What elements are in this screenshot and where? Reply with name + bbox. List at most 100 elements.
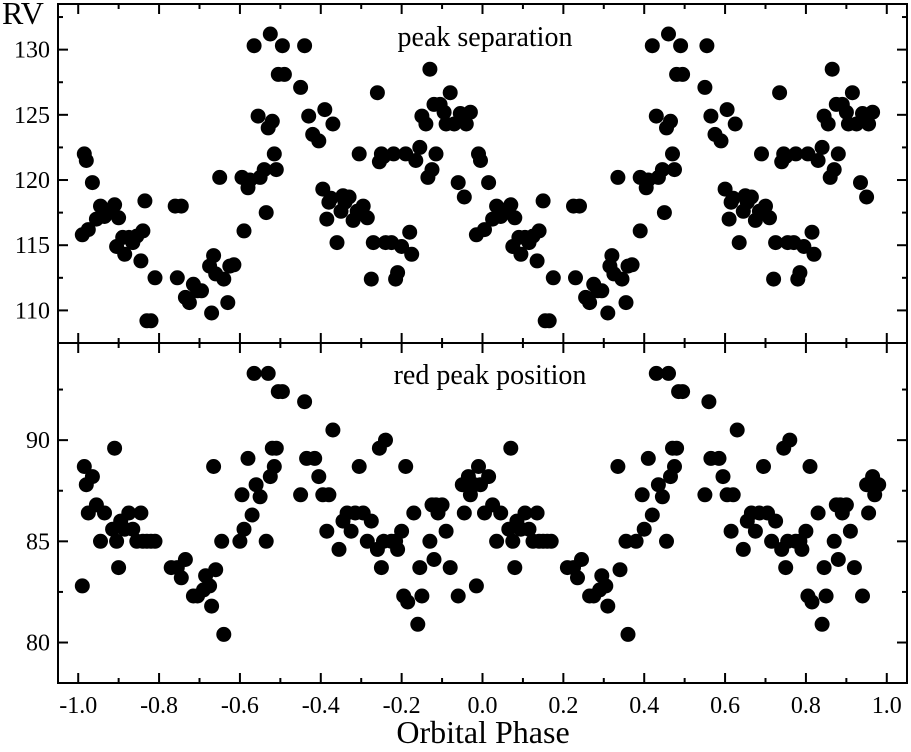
y-axis-label: RV	[2, 0, 44, 31]
data-point-bottom	[830, 552, 846, 567]
data-point-bottom	[794, 541, 810, 557]
data-point-bottom	[818, 588, 834, 604]
x-tick-label: 0.4	[629, 693, 659, 719]
data-point-top	[844, 85, 860, 101]
data-point-bottom	[481, 469, 497, 485]
data-point-top	[618, 295, 634, 311]
data-point-bottom	[778, 560, 794, 576]
data-point-top	[830, 146, 846, 162]
data-point-bottom	[634, 487, 650, 503]
data-point-bottom	[756, 459, 771, 474]
data-point-top	[572, 198, 587, 214]
data-point-top	[743, 189, 759, 205]
data-point-top	[323, 190, 339, 206]
data-point-top	[450, 175, 466, 191]
data-point-bottom	[422, 533, 438, 549]
data-point-bottom	[675, 384, 691, 400]
data-point-top	[458, 116, 474, 132]
data-point-bottom	[244, 507, 260, 523]
data-point-bottom	[654, 489, 670, 505]
data-point-top	[107, 197, 123, 213]
data-point-bottom	[838, 497, 854, 513]
data-point-bottom	[414, 588, 430, 604]
data-point-bottom	[412, 560, 428, 576]
data-point-bottom	[543, 533, 559, 549]
panel-peak-separation: peak separation 110 115 120 125 130	[14, 3, 908, 344]
data-point-top	[436, 104, 452, 120]
data-point-top	[266, 146, 282, 162]
data-point-bottom	[400, 594, 416, 610]
data-point-bottom	[177, 552, 193, 567]
data-point-top	[810, 153, 826, 168]
data-point-top	[329, 235, 345, 251]
data-point-top	[473, 153, 488, 168]
data-point-top	[246, 38, 262, 54]
data-point-top	[133, 253, 149, 269]
data-point-bottom	[93, 533, 108, 549]
data-point-bottom	[258, 533, 274, 549]
data-point-bottom	[260, 365, 276, 381]
data-point-bottom	[600, 598, 616, 614]
data-point-top	[212, 169, 228, 185]
data-point-top	[355, 198, 371, 214]
data-point-bottom	[390, 541, 406, 557]
data-point-top	[402, 224, 418, 240]
data-point-bottom	[503, 440, 519, 456]
data-point-bottom	[363, 513, 379, 529]
data-point-top	[838, 104, 854, 120]
data-point-top	[456, 189, 472, 205]
data-point-bottom	[471, 459, 486, 474]
data-point-bottom	[398, 459, 414, 474]
data-point-top	[181, 295, 197, 311]
data-point-bottom	[202, 578, 218, 594]
data-point-top	[194, 283, 209, 299]
data-point-top	[507, 210, 523, 226]
data-point-bottom	[373, 560, 389, 576]
data-point-bottom	[107, 440, 123, 456]
data-point-bottom	[406, 505, 422, 521]
data-point-bottom	[507, 560, 523, 576]
data-point-bottom	[697, 487, 713, 503]
data-point-bottom	[489, 533, 505, 549]
data-point-top	[610, 169, 626, 185]
data-point-top	[137, 193, 153, 209]
data-point-bottom	[570, 570, 585, 586]
data-point-bottom	[297, 394, 313, 410]
data-point-top	[369, 85, 385, 101]
data-point-top	[216, 271, 232, 287]
data-point-bottom	[84, 469, 100, 485]
data-point-top	[754, 146, 769, 162]
data-point-top	[824, 61, 840, 77]
data-point-top	[442, 85, 458, 101]
data-point-bottom	[640, 450, 656, 466]
x-axis-label: Orbital Phase	[396, 714, 569, 747]
data-point-bottom	[147, 533, 163, 549]
panel-title-peak-separation: peak separation	[398, 22, 573, 53]
data-point-bottom	[659, 533, 674, 549]
data-point-bottom	[598, 578, 614, 594]
data-point-top	[78, 153, 94, 168]
data-point-bottom	[628, 533, 644, 549]
y-tick-label: 120	[14, 168, 50, 194]
data-point-top	[804, 224, 820, 240]
data-point-top	[545, 270, 561, 286]
data-point-bottom	[517, 505, 533, 521]
data-point-bottom	[644, 507, 660, 523]
data-point-top	[173, 198, 189, 214]
data-point-top	[697, 79, 713, 95]
data-point-top	[703, 108, 719, 124]
data-point-bottom	[351, 459, 367, 474]
data-point-bottom	[331, 541, 347, 557]
data-point-top	[268, 162, 284, 178]
data-point-top	[293, 79, 309, 95]
data-point-bottom	[814, 616, 830, 632]
data-point-bottom	[214, 533, 230, 549]
data-point-top	[661, 26, 676, 42]
data-point-bottom	[121, 505, 137, 521]
data-point-bottom	[612, 562, 628, 578]
data-point-top	[624, 257, 640, 273]
data-point-bottom	[505, 533, 521, 549]
y-tick-label: 80	[26, 631, 50, 657]
data-point-bottom	[307, 450, 323, 466]
